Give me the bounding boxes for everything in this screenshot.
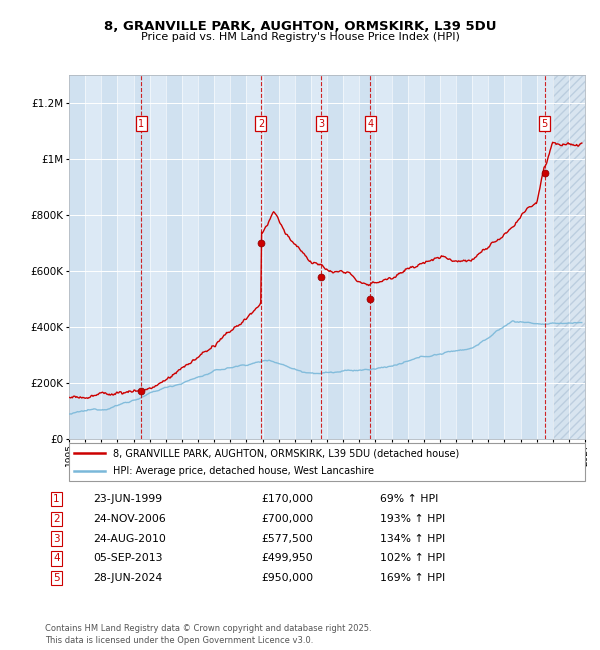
Bar: [553, 75, 569, 439]
Bar: [456, 75, 472, 439]
Text: 24-AUG-2010: 24-AUG-2010: [94, 534, 166, 543]
Text: £170,000: £170,000: [261, 494, 313, 504]
FancyBboxPatch shape: [69, 443, 585, 481]
Text: 4: 4: [367, 119, 373, 129]
Bar: [327, 75, 343, 439]
Bar: [392, 75, 407, 439]
Text: Price paid vs. HM Land Registry's House Price Index (HPI): Price paid vs. HM Land Registry's House …: [140, 32, 460, 42]
Text: 28-JUN-2024: 28-JUN-2024: [94, 573, 163, 583]
Text: 3: 3: [53, 534, 60, 543]
Text: 05-SEP-2013: 05-SEP-2013: [94, 553, 163, 564]
Text: 69% ↑ HPI: 69% ↑ HPI: [380, 494, 438, 504]
Text: 102% ↑ HPI: 102% ↑ HPI: [380, 553, 445, 564]
Bar: [295, 75, 311, 439]
Bar: [263, 75, 278, 439]
Text: £499,950: £499,950: [261, 553, 313, 564]
Text: £577,500: £577,500: [261, 534, 313, 543]
Bar: [230, 75, 247, 439]
Text: 3: 3: [318, 119, 325, 129]
Text: 1: 1: [53, 494, 60, 504]
Text: 2: 2: [258, 119, 264, 129]
Bar: [166, 75, 182, 439]
Text: 134% ↑ HPI: 134% ↑ HPI: [380, 534, 445, 543]
Text: HPI: Average price, detached house, West Lancashire: HPI: Average price, detached house, West…: [113, 466, 374, 476]
Bar: [424, 75, 440, 439]
Bar: [69, 75, 85, 439]
Bar: [359, 75, 376, 439]
Text: 169% ↑ HPI: 169% ↑ HPI: [380, 573, 445, 583]
Text: 8, GRANVILLE PARK, AUGHTON, ORMSKIRK, L39 5DU: 8, GRANVILLE PARK, AUGHTON, ORMSKIRK, L3…: [104, 20, 496, 32]
Text: 5: 5: [53, 573, 60, 583]
Bar: [101, 75, 118, 439]
Text: 5: 5: [541, 119, 548, 129]
Bar: [198, 75, 214, 439]
Text: £700,000: £700,000: [261, 514, 313, 524]
Bar: [553, 75, 585, 439]
Text: Contains HM Land Registry data © Crown copyright and database right 2025.
This d: Contains HM Land Registry data © Crown c…: [45, 624, 371, 645]
Text: 8, GRANVILLE PARK, AUGHTON, ORMSKIRK, L39 5DU (detached house): 8, GRANVILLE PARK, AUGHTON, ORMSKIRK, L3…: [113, 448, 459, 458]
Text: 4: 4: [53, 553, 60, 564]
Text: 2: 2: [53, 514, 60, 524]
Bar: [133, 75, 149, 439]
Text: 24-NOV-2006: 24-NOV-2006: [94, 514, 166, 524]
Text: £950,000: £950,000: [261, 573, 313, 583]
Text: 193% ↑ HPI: 193% ↑ HPI: [380, 514, 445, 524]
Text: 23-JUN-1999: 23-JUN-1999: [94, 494, 163, 504]
Text: 1: 1: [138, 119, 145, 129]
Bar: [521, 75, 536, 439]
Bar: [488, 75, 505, 439]
